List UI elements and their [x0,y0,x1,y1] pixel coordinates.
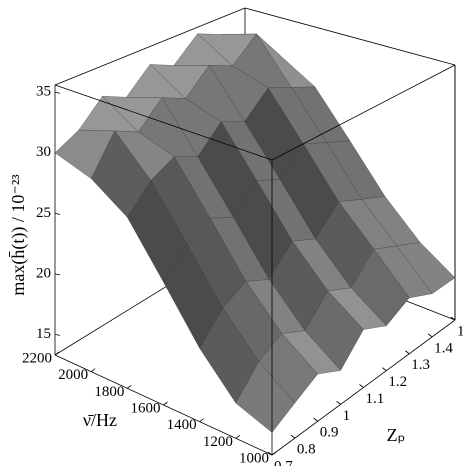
x-tick [127,385,132,389]
box-edge [271,64,456,161]
y-tick [405,350,410,355]
y-tick-label: 0.9 [320,425,339,441]
box-edge [54,7,246,86]
x-tick [163,401,168,406]
y-tick [450,316,456,321]
x-tick-label: 1800 [94,384,124,400]
y-tick-label: 0.7 [274,458,293,466]
z-tick [54,212,61,215]
y-tick-label: 1.5 [457,323,463,339]
surface-patch [235,361,296,433]
y-tick-label: 1.3 [411,357,430,373]
x-tick [271,451,277,456]
x-tick-label: 1200 [203,434,233,450]
y-tick-label: 0.8 [297,442,316,458]
z-tick-label: 25 [36,205,51,221]
x-tick-label: 1000 [239,450,269,466]
z-tick [54,334,61,336]
box-edge [54,84,273,161]
x-tick [90,368,96,372]
z-tick-label: 20 [36,265,51,281]
z-tick [54,273,61,276]
x-tick [199,418,204,422]
y-tick-label: 1.4 [434,340,453,356]
z-tick [54,91,61,94]
y-tick-label: 1.2 [388,374,407,390]
box-edge [244,7,456,66]
z-tick-label: 30 [36,144,51,160]
y-tick [313,417,318,422]
x-tick-label: 1400 [167,417,197,433]
x-axis-label: ν̄/Hz [83,410,117,430]
z-tick-label: 15 [36,326,51,342]
y-tick [336,401,341,405]
y-tick [382,367,387,371]
y-tick [359,384,364,388]
x-tick-label: 2200 [22,350,52,366]
y-tick-label: 1.1 [366,391,385,407]
z-tick-label: 35 [36,84,51,100]
y-tick [290,434,296,439]
x-tick [235,435,241,439]
y-tick-label: 1 [343,408,351,424]
y-axis-label: Zₚ [387,425,406,445]
z-axis-label: max(h̄(t)) / 10⁻²³ [8,174,29,296]
x-tick [54,351,60,356]
x-tick-label: 1600 [131,400,161,416]
x-tick-label: 2000 [58,367,88,383]
y-tick [427,333,433,338]
y-tick [267,451,273,456]
